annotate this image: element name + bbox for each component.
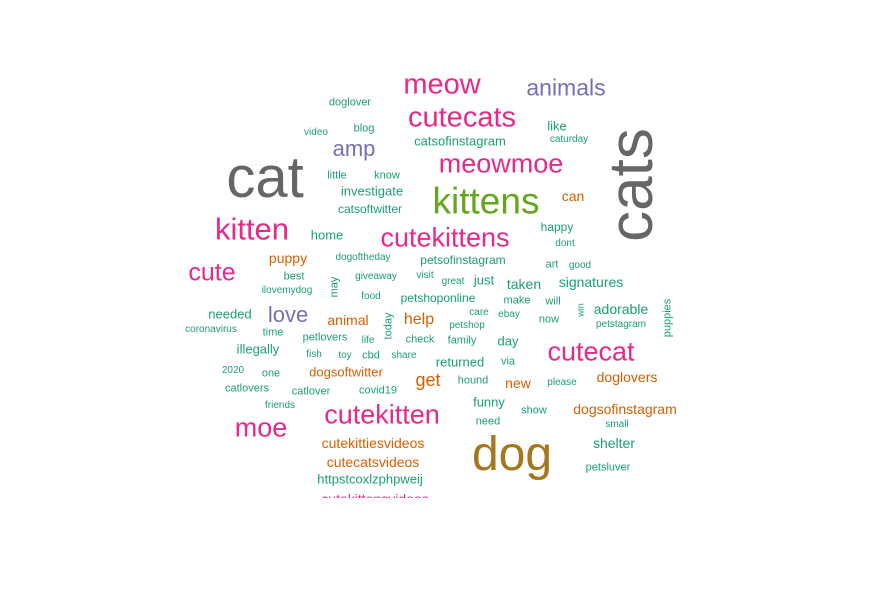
word-food: food [361, 291, 381, 302]
word-may: may [328, 276, 341, 298]
word-happy: happy [540, 220, 574, 234]
word-taken: taken [506, 276, 542, 292]
word-httpstcoxlzphpweij: httpstcoxlzphpweij [317, 471, 423, 487]
word-shelter: shelter [592, 435, 636, 451]
word-help: help [403, 311, 435, 328]
word-friends: friends [264, 400, 296, 411]
word-petstagram: petstagram [595, 319, 647, 330]
word-cute: cute [188, 258, 236, 287]
word-new: new [505, 375, 531, 391]
word-doglovers: doglovers [596, 369, 658, 385]
word-catsoftwitter: catsoftwitter [337, 202, 403, 216]
word-needed: needed [208, 306, 252, 322]
word-returned: returned [435, 354, 485, 370]
word-amp: amp [332, 136, 376, 161]
word-share: share [391, 350, 417, 361]
word-petlovers: petlovers [302, 331, 348, 344]
word-dog: dog [471, 428, 553, 481]
word-get: get [415, 370, 441, 390]
word-cutekittens: cutekittens [380, 222, 510, 253]
word-like: like [547, 118, 567, 134]
word-ilovemydog: ilovemydog [261, 285, 313, 296]
word-covid19: covid19 [359, 384, 397, 397]
word-investigate: investigate [340, 183, 404, 199]
word-small: small [605, 419, 629, 430]
word-cloud-area: cat cats dog kittens meow cutecats meowmoe anim… [150, 70, 710, 498]
word-cutecats: cutecats [408, 101, 516, 134]
word-signatures: signatures [558, 274, 624, 290]
word-cutekittensvideos: cutekittensvideos [321, 492, 428, 498]
word-fish: fish [306, 349, 322, 360]
word-catlovers: catlovers [224, 382, 270, 395]
word-best: best [283, 270, 305, 283]
word-dogsoftwitter: dogsoftwitter [309, 364, 383, 380]
word-animal: animal [327, 312, 369, 328]
word-check: check [405, 333, 435, 346]
word-hound: hound [457, 374, 489, 387]
word-one: one [261, 367, 281, 380]
word-cutecatsvideos: cutecatsvideos [326, 454, 420, 470]
word-make: make [503, 294, 531, 307]
word-care: care [469, 307, 489, 318]
word-great: great [441, 276, 465, 287]
word-now: now [538, 313, 560, 326]
word-catsofinstagram: catsofinstagram [414, 133, 506, 149]
word-need: need [475, 415, 501, 428]
word-day: day [497, 333, 519, 349]
word-cat: cat [226, 145, 304, 210]
word-little: little [327, 169, 347, 182]
word-please: please [547, 377, 577, 388]
word-cbd: cbd [362, 349, 380, 362]
word-puppy: puppy [268, 250, 308, 266]
word-visit: visit [416, 270, 434, 281]
word-life: life [361, 335, 375, 346]
word-know: know [374, 169, 400, 182]
word-animals: animals [526, 74, 606, 101]
word-home: home [310, 227, 344, 243]
word-coronavirus: coronavirus [185, 324, 237, 335]
word-good: good [568, 260, 592, 271]
word-meow: meow [403, 70, 481, 101]
word-family: family [447, 334, 477, 347]
word-funny: funny [473, 394, 505, 410]
word-adorable: adorable [593, 301, 649, 317]
word-show: show [521, 404, 547, 417]
word-caturday: caturday [549, 134, 589, 145]
word-dogsofinstagram: dogsofinstagram [573, 401, 677, 417]
word-puppies: puppies [661, 298, 674, 338]
word-cutecat: cutecat [547, 336, 635, 367]
word-just: just [473, 272, 495, 288]
word-dont: dont [555, 238, 575, 249]
word-via: via [500, 355, 516, 368]
word-can: can [561, 188, 585, 204]
word-today: today [382, 312, 395, 340]
word-time: time [262, 326, 284, 339]
word-video: video [304, 127, 328, 138]
word-doglover: doglover [328, 96, 372, 109]
word-cutekittiesvideos: cutekittiesvideos [321, 435, 425, 451]
word-moe: moe [234, 412, 288, 443]
word-will: will [545, 295, 561, 308]
word-love: love [267, 302, 309, 327]
word-ebay: ebay [498, 309, 520, 320]
word-toy: toy [338, 350, 352, 361]
word-petsofinstagram: petsofinstagram [420, 253, 506, 267]
word-cutekitten: cutekitten [324, 399, 440, 430]
word-kitten: kitten [214, 211, 290, 247]
word-2020: 2020 [221, 365, 245, 376]
word-kittens: kittens [432, 180, 540, 222]
word-petsluver: petsluver [585, 461, 631, 474]
word-dogoftheday: dogoftheday [335, 252, 391, 263]
word-giveaway: giveaway [355, 271, 397, 282]
word-petshoponline: petshoponline [400, 291, 476, 305]
word-win: win [575, 303, 586, 317]
word-blog: blog [353, 122, 375, 135]
word-petshop: petshop [449, 320, 485, 331]
word-art: art [545, 258, 559, 271]
word-meowmoe: meowmoe [438, 148, 564, 179]
word-cats: cats [597, 128, 666, 242]
word-illegally: illegally [236, 341, 280, 357]
word-catlover: catlover [291, 385, 331, 398]
